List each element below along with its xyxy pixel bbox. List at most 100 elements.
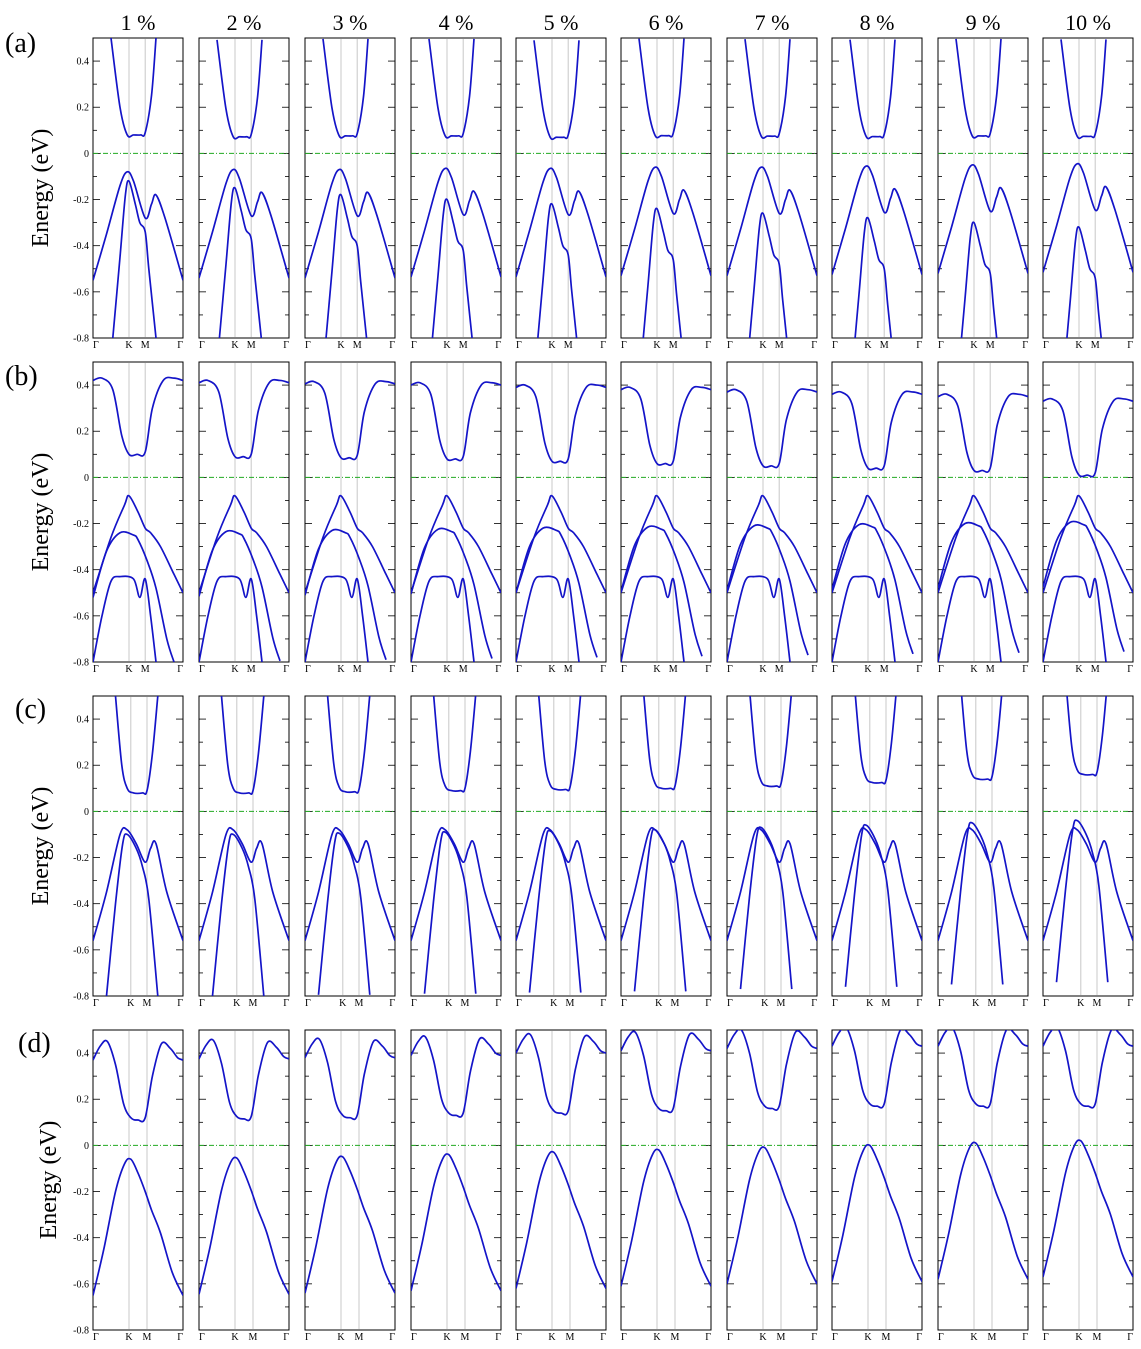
k-point-label: Γ bbox=[916, 340, 922, 351]
band-line-1 bbox=[411, 167, 501, 278]
y-tick-label: -0.4 bbox=[73, 565, 89, 576]
band-line-1 bbox=[516, 494, 606, 594]
k-point-label: Γ bbox=[916, 998, 922, 1009]
k-point-label: K bbox=[864, 340, 872, 351]
y-tick-label: -0.4 bbox=[73, 241, 89, 252]
k-point-label: K bbox=[548, 664, 556, 675]
panel-frame bbox=[831, 1029, 923, 1331]
k-point-label: Γ bbox=[916, 1332, 922, 1343]
band-line-0 bbox=[744, 39, 791, 139]
k-point-label: Γ bbox=[516, 664, 522, 675]
band-line-0 bbox=[1060, 39, 1107, 140]
band-line-1 bbox=[199, 1156, 289, 1295]
band-line-0 bbox=[1043, 1030, 1133, 1109]
band-line-0 bbox=[537, 696, 582, 792]
k-point-label: M bbox=[880, 340, 889, 351]
k-point-label: M bbox=[355, 1332, 364, 1343]
column-label-2: 2 % bbox=[227, 10, 262, 35]
k-point-label: K bbox=[761, 998, 769, 1009]
row-label-3: (d) bbox=[18, 1028, 51, 1059]
band-line-3 bbox=[621, 575, 685, 662]
k-point-label: Γ bbox=[832, 340, 838, 351]
k-point-label: K bbox=[1077, 998, 1085, 1009]
band-line-2 bbox=[93, 530, 175, 662]
y-tick-label: -0.8 bbox=[73, 992, 89, 1003]
band-line-3 bbox=[1043, 575, 1107, 662]
k-point-label: Γ bbox=[411, 340, 417, 351]
band-line-1 bbox=[832, 1143, 922, 1282]
column-label-7: 7 % bbox=[755, 10, 790, 35]
band-line-1 bbox=[621, 1148, 711, 1287]
k-point-label: K bbox=[866, 998, 874, 1009]
k-point-label: Γ bbox=[1043, 1332, 1049, 1343]
k-point-label: K bbox=[337, 1332, 345, 1343]
k-point-label: Γ bbox=[305, 664, 311, 675]
k-point-label: M bbox=[355, 998, 364, 1009]
band-line-1 bbox=[93, 826, 183, 941]
band-line-2 bbox=[317, 831, 371, 995]
k-point-label: K bbox=[233, 998, 241, 1009]
band-line-2 bbox=[642, 207, 682, 338]
k-point-label: K bbox=[445, 998, 453, 1009]
k-point-label: Γ bbox=[621, 664, 627, 675]
band-line-0 bbox=[643, 696, 687, 791]
k-point-label: K bbox=[339, 998, 347, 1009]
panel-frame bbox=[515, 695, 607, 997]
k-point-label: Γ bbox=[727, 998, 733, 1009]
k-point-label: M bbox=[1091, 340, 1100, 351]
panel-frame bbox=[620, 1029, 712, 1331]
k-point-label: M bbox=[143, 1332, 152, 1343]
band-line-2 bbox=[950, 821, 1004, 985]
k-point-label: M bbox=[353, 340, 362, 351]
panel-frame bbox=[937, 1029, 1029, 1331]
k-point-label: Γ bbox=[1022, 998, 1028, 1009]
k-point-label: M bbox=[353, 664, 362, 675]
band-line-2 bbox=[1043, 520, 1125, 652]
band-line-2 bbox=[431, 198, 473, 338]
band-line-2 bbox=[633, 828, 687, 992]
k-point-label: M bbox=[988, 1332, 997, 1343]
band-line-1 bbox=[411, 1153, 501, 1292]
band-line-0 bbox=[93, 1039, 183, 1123]
band-line-1 bbox=[938, 494, 1028, 594]
band-line-2 bbox=[844, 823, 898, 987]
k-point-label: M bbox=[566, 998, 575, 1009]
k-point-label: Γ bbox=[938, 340, 944, 351]
k-point-label: Γ bbox=[411, 1332, 417, 1343]
band-line-0 bbox=[199, 1038, 289, 1122]
k-point-label: M bbox=[564, 340, 573, 351]
k-point-label: K bbox=[231, 1332, 239, 1343]
band-line-0 bbox=[832, 1030, 922, 1109]
y-axis-label-1: Energy (eV) bbox=[28, 453, 54, 572]
k-point-label: M bbox=[880, 664, 889, 675]
band-line-0 bbox=[938, 392, 1028, 474]
band-line-2 bbox=[105, 833, 159, 996]
y-tick-label: 0.4 bbox=[77, 1049, 90, 1060]
k-point-label: Γ bbox=[305, 340, 311, 351]
k-point-label: Γ bbox=[389, 998, 395, 1009]
k-point-label: M bbox=[671, 1332, 680, 1343]
band-line-2 bbox=[537, 202, 578, 338]
y-tick-label: 0.4 bbox=[77, 715, 90, 726]
band-line-0 bbox=[411, 1035, 501, 1118]
band-line-0 bbox=[749, 696, 793, 789]
k-point-label: M bbox=[988, 998, 997, 1009]
band-line-2 bbox=[211, 833, 265, 996]
row-label-1: (b) bbox=[5, 361, 38, 392]
y-tick-label: -0.2 bbox=[73, 853, 89, 864]
k-point-label: Γ bbox=[621, 340, 627, 351]
k-point-label: M bbox=[564, 664, 573, 675]
k-point-label: Γ bbox=[283, 998, 289, 1009]
k-point-label: M bbox=[1093, 1332, 1102, 1343]
band-line-2 bbox=[832, 522, 914, 655]
band-line-1 bbox=[516, 167, 606, 278]
y-axis-label-3: Energy (eV) bbox=[36, 1121, 62, 1240]
band-line-1 bbox=[621, 166, 711, 276]
